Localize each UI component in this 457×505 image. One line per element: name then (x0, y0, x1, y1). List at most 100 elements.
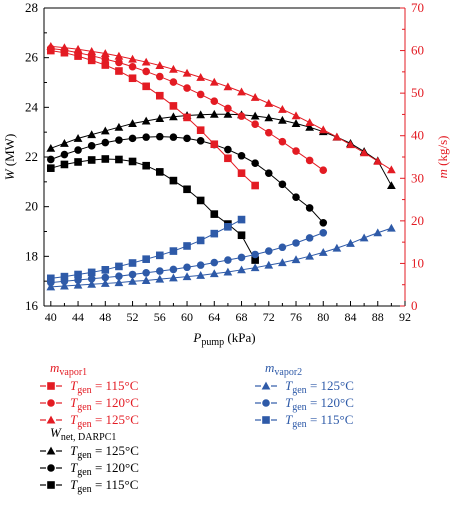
legend-label: Tgen = 115°C (285, 412, 353, 430)
legend-label-symbol: T (70, 443, 78, 458)
data-point (60, 272, 69, 281)
data-point (292, 147, 300, 155)
data-point (196, 73, 206, 81)
left-tick-label: 28 (25, 0, 38, 15)
right-axis-title: m (kg/s) (435, 136, 450, 179)
data-point (128, 62, 137, 71)
x-axis-title-unit: (kPa) (224, 330, 255, 345)
data-point (237, 87, 246, 96)
right-tick-label: 20 (411, 213, 424, 228)
legend-label-value: = 115°C (92, 477, 139, 492)
data-point (169, 176, 178, 185)
data-point (74, 276, 82, 284)
right-tick-label: 50 (411, 85, 424, 100)
legend-group-title-symbol: m (50, 360, 59, 375)
data-point (87, 142, 96, 150)
data-point (250, 111, 260, 120)
data-point (196, 90, 205, 99)
data-point (115, 67, 123, 75)
x-axis-title-symbol: P (192, 330, 201, 345)
legend-label-value: = 115°C (307, 412, 354, 427)
legend-marker (47, 399, 55, 407)
data-point (73, 44, 83, 53)
data-point (169, 273, 178, 282)
legend-group-title-symbol: W (50, 425, 62, 440)
legend-group-title: Wnet, DARPC1 (50, 425, 116, 443)
data-point (141, 116, 151, 125)
legend-label-symbol: T (285, 412, 293, 427)
legend-group-title-sub: net, DARPC1 (61, 432, 117, 443)
legend-marker (46, 415, 56, 424)
data-point (60, 43, 69, 52)
data-point (305, 122, 315, 131)
data-point (237, 112, 246, 120)
legend-label-value: = 120°C (92, 395, 139, 410)
legend-entry: Tgen = 125°C (40, 412, 139, 430)
legend-marker (262, 399, 270, 407)
data-point (182, 272, 192, 281)
data-point (292, 239, 300, 247)
data-point (278, 104, 287, 113)
data-point (47, 155, 55, 164)
x-axis-title: Ppump (kPa) (192, 330, 255, 348)
legend-label-symbol: T (70, 378, 78, 393)
data-point (169, 102, 178, 110)
legend-label: Tgen = 125°C (70, 412, 139, 430)
data-point (155, 61, 165, 69)
data-point (250, 263, 260, 272)
data-point (114, 122, 124, 131)
data-point (155, 72, 164, 81)
data-point (155, 267, 164, 275)
data-point (264, 98, 274, 107)
data-point (142, 161, 150, 170)
data-point (155, 274, 165, 283)
data-point (387, 165, 396, 174)
data-point (100, 49, 110, 58)
data-point (101, 55, 110, 63)
data-point (47, 274, 55, 283)
legend-entry: Tgen = 125°C (255, 378, 354, 396)
data-point (183, 263, 191, 272)
data-point (305, 204, 314, 212)
data-point (141, 57, 151, 66)
legend-label-symbol: T (285, 378, 293, 393)
data-point (210, 140, 219, 149)
data-point (251, 250, 259, 259)
data-point (359, 148, 369, 157)
data-point (224, 104, 232, 113)
right-tick-label: 10 (411, 255, 424, 270)
right-tick-label: 30 (411, 170, 424, 185)
data-point (224, 145, 232, 154)
axes-layer: 40 44 48 52 56 60 64 68 72 76 80 84 88 92 16 18 20 22 24 26… (2, 0, 450, 348)
data-point (346, 140, 355, 149)
data-point (209, 109, 219, 118)
data-point (318, 125, 328, 134)
data-point (155, 114, 165, 123)
left-tick-label: 16 (25, 298, 39, 313)
data-point (142, 255, 150, 263)
data-point (73, 280, 83, 289)
data-point (209, 77, 219, 86)
data-point (101, 138, 110, 147)
data-point (155, 251, 164, 260)
legend-marker (46, 446, 56, 455)
data-point (196, 137, 205, 145)
data-point (319, 166, 328, 174)
data-point (291, 255, 301, 264)
legend-label: Tgen = 120°C (285, 395, 354, 413)
data-point (114, 51, 124, 60)
data-point (141, 276, 151, 284)
series-m1_115 (47, 46, 259, 190)
data-point (142, 133, 150, 141)
data-point (115, 136, 123, 144)
data-point (305, 234, 314, 242)
data-point (87, 274, 96, 283)
data-point (46, 143, 56, 152)
legend-label-sub: gen (77, 385, 91, 396)
data-point (128, 74, 137, 83)
series-w_125 (46, 109, 396, 190)
